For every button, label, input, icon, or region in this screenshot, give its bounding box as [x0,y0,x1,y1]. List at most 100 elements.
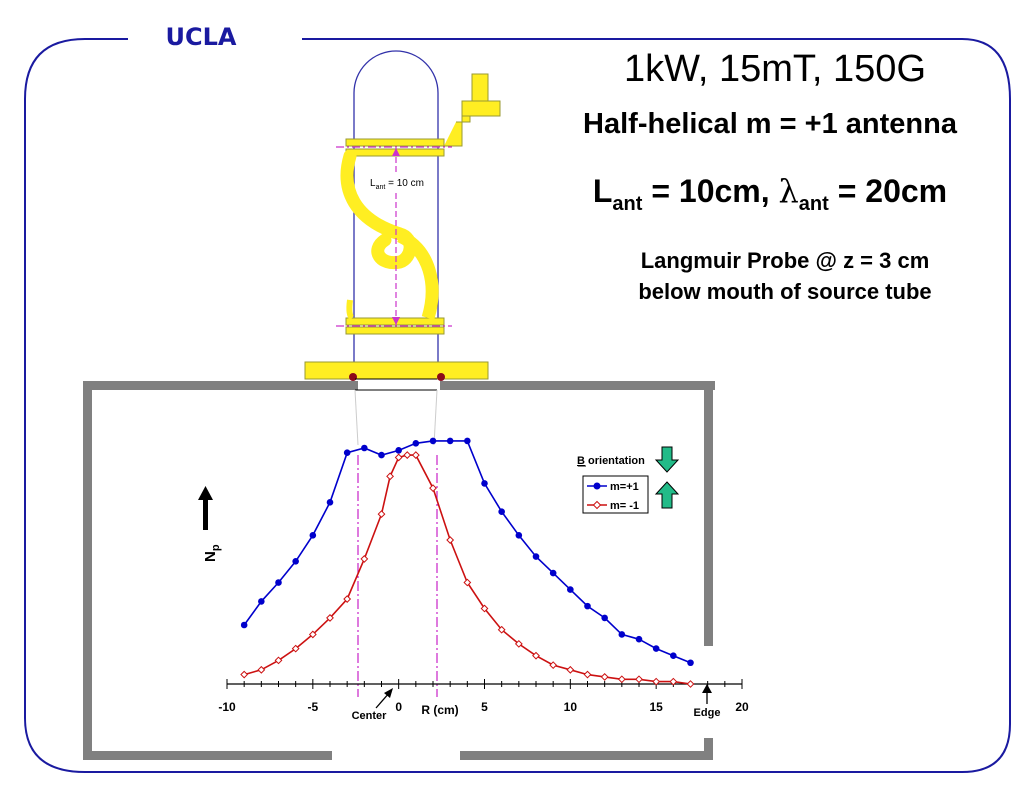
slide-frame [24,38,1011,773]
data-point-m-plus-1 [687,659,694,667]
data-point-m-minus-1 [343,595,352,603]
legend-label-m-minus: m= -1 [610,500,639,512]
data-point-m-minus-1 [308,630,317,639]
data-point-m-plus-1 [343,449,351,457]
data-point-m-minus-1 [394,453,403,462]
antenna-length-arrows [392,148,400,325]
data-point-m-plus-1 [567,586,574,593]
y-axis-label: Np [202,544,222,562]
center-label: Center [352,710,388,722]
data-point-m-minus-1 [274,656,283,665]
legend-title: B orientation [577,455,645,467]
data-point-m-minus-1 [583,670,592,679]
probe-line-1: Langmuir Probe @ z = 3 cm [640,248,930,273]
antenna-length-label: Lant = 10 cm [370,178,424,191]
data-point-m-plus-1 [309,532,317,539]
data-point-m-plus-1 [601,614,608,622]
legend-label-m-plus: m=+1 [610,481,639,493]
data-point-m-plus-1 [378,451,385,459]
data-point-m-plus-1 [361,444,368,452]
data-point-m-plus-1 [326,498,334,506]
data-point-m-minus-1 [497,625,506,634]
probe-line-2: below mouth of source tube [638,279,932,304]
tube-edge-markers [357,455,438,697]
slide-title: 1kW, 15mT, 150G [623,48,926,90]
data-point-m-plus-1 [446,437,454,445]
data-point-m-minus-1 [411,451,420,459]
data-point-m-plus-1 [670,652,677,659]
data-point-m-minus-1 [291,644,300,653]
x-tick-label: 5 [481,700,488,714]
data-point-m-minus-1 [377,510,386,518]
x-tick-label: -10 [218,700,236,714]
ucla-logo: UCLA [166,23,237,51]
probe-description: Langmuir Probe @ z = 3 cm below mouth of… [570,245,1000,307]
half-helical-antenna [340,73,501,335]
data-point-m-minus-1 [463,578,472,587]
x-tick-label: 10 [564,700,578,714]
antenna-parameters: Lant = 10cm, λant = 20cm [592,172,948,215]
data-point-m-plus-1 [498,508,505,516]
data-point-m-plus-1 [584,602,591,610]
data-point-m-plus-1 [258,598,265,605]
chamber-walls [83,381,715,760]
data-point-m-plus-1 [481,480,488,487]
data-point-m-minus-1 [532,651,540,660]
data-point-m-minus-1 [600,673,609,681]
data-point-m-plus-1 [532,553,540,560]
oring-left [349,373,357,381]
legend-marker-m-minus [592,500,602,510]
data-point-m-minus-1 [514,639,523,648]
data-point-m-minus-1 [635,675,643,684]
series-line-m-plus-1 [243,440,691,664]
data-point-m-plus-1 [412,439,420,447]
data-point-m-plus-1 [635,635,643,643]
data-point-m-minus-1 [326,614,334,622]
data-point-m-plus-1 [549,569,557,577]
data-point-m-minus-1 [257,665,266,674]
x-axis: -10 -5 0 5 10 15 20 [218,679,749,714]
oring-right [437,373,445,381]
x-tick-label: 0 [395,700,402,714]
data-point-m-plus-1 [429,437,437,445]
data-point-m-plus-1 [618,631,626,638]
edge-label: Edge [694,707,721,719]
data-point-m-plus-1 [240,621,248,629]
slide-subtitle: Half-helical m = +1 antenna [583,108,957,140]
data-point-m-plus-1 [275,579,282,586]
edge-arrow [702,684,712,704]
data-point-m-minus-1 [566,665,575,674]
plot-series [240,437,695,688]
x-tick-label: 20 [735,700,749,714]
legend-box [582,475,649,514]
b-field-down-arrow [654,446,680,473]
data-point-m-minus-1 [386,472,394,481]
data-point-m-minus-1 [686,680,695,688]
source-tube [353,50,439,370]
data-point-m-minus-1 [429,484,437,493]
data-point-m-plus-1 [515,532,523,539]
data-point-m-plus-1 [292,557,299,565]
data-point-m-minus-1 [549,661,558,670]
data-point-m-minus-1 [617,675,626,684]
x-tick-label: 15 [649,700,663,714]
x-axis-label: R (cm) [421,703,458,717]
source-flange [304,361,489,380]
data-point-m-plus-1 [464,437,471,445]
data-point-m-minus-1 [652,677,661,686]
logo-backdrop [130,22,300,52]
x-tick-label: -5 [307,700,318,714]
data-point-m-minus-1 [403,451,412,459]
data-point-m-minus-1 [446,536,455,544]
y-axis-arrow [198,486,213,530]
center-arrow [375,688,393,709]
b-field-up-arrow [654,481,680,509]
data-point-m-minus-1 [669,677,678,686]
data-point-m-plus-1 [395,447,402,454]
legend: B orientation m=+1 m= -1 [577,446,680,514]
data-point-m-minus-1 [480,604,489,613]
antenna-label-backdrop [367,172,429,190]
legend-marker-m-plus [593,482,601,490]
tube-shadow-left [354,389,359,446]
